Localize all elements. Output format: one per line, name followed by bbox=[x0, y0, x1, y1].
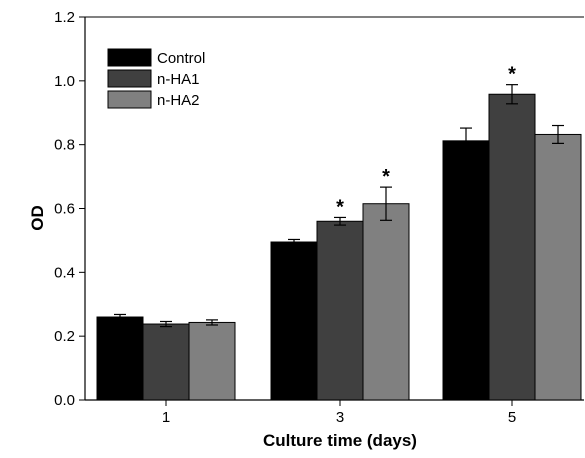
y-tick-label: 0.6 bbox=[54, 201, 75, 218]
legend: Control n-HA1 n-HA2 bbox=[107, 48, 205, 109]
legend-swatch bbox=[107, 90, 152, 109]
bar bbox=[142, 323, 190, 401]
bars bbox=[96, 93, 582, 401]
legend-swatch bbox=[107, 69, 152, 88]
x-tick-label: 5 bbox=[508, 409, 516, 426]
bar bbox=[316, 220, 364, 401]
legend-label: n-HA1 bbox=[157, 71, 200, 88]
bar bbox=[488, 93, 536, 401]
bar bbox=[96, 316, 144, 401]
significance-star: * bbox=[508, 64, 516, 86]
significance-star: * bbox=[382, 166, 390, 188]
bar bbox=[270, 241, 318, 401]
legend-label: n-HA2 bbox=[157, 92, 200, 109]
significance-star: * bbox=[336, 196, 344, 218]
significance-markers: * * * bbox=[336, 64, 516, 219]
y-tick-label: 0.0 bbox=[54, 392, 75, 409]
y-tick-label: 0.4 bbox=[54, 264, 75, 281]
y-ticks: 0.0 0.2 0.4 0.6 0.8 1.0 1.2 bbox=[54, 9, 85, 409]
bar bbox=[442, 140, 490, 401]
bar bbox=[534, 133, 582, 401]
x-ticks: 1 3 5 bbox=[162, 400, 516, 426]
x-axis-title: Culture time (days) bbox=[263, 431, 417, 450]
legend-swatch bbox=[107, 48, 152, 67]
error-bars bbox=[114, 84, 564, 328]
bar bbox=[362, 203, 410, 401]
x-tick-label: 3 bbox=[336, 409, 344, 426]
bar bbox=[188, 321, 236, 401]
y-tick-label: 1.0 bbox=[54, 73, 75, 90]
y-tick-label: 0.8 bbox=[54, 137, 75, 154]
y-tick-label: 1.2 bbox=[54, 9, 75, 26]
x-tick-label: 1 bbox=[162, 409, 170, 426]
y-tick-label: 0.2 bbox=[54, 328, 75, 345]
legend-label: Control bbox=[157, 50, 205, 67]
y-axis-title: OD bbox=[28, 205, 47, 231]
